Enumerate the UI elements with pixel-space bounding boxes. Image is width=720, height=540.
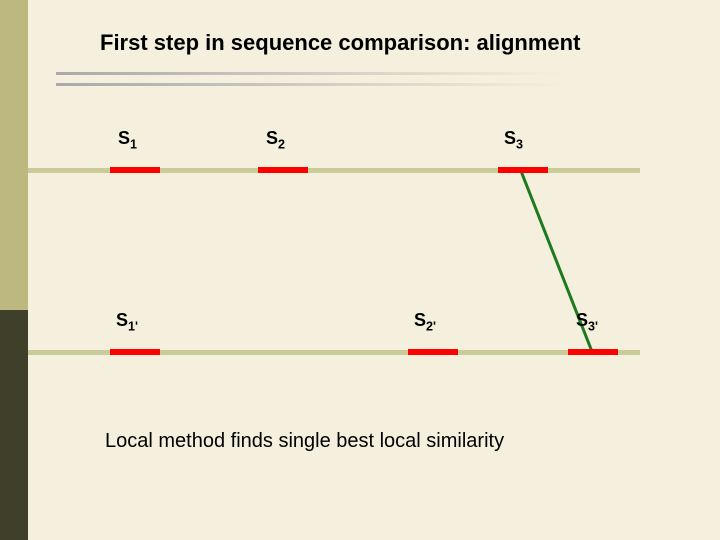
segment-s3 [498,167,548,173]
slide-title: First step in sequence comparison: align… [100,30,580,56]
left-accent-top [0,0,28,310]
left-accent-bottom [0,310,28,540]
segment-label-s1p: S1' [116,310,138,334]
segment-label-s3: S3 [504,128,523,152]
diagram-stage: First step in sequence comparison: align… [0,0,720,540]
slide-caption: Local method finds single best local sim… [105,430,504,453]
title-rule-bottom [56,83,564,86]
segment-label-s1: S1 [118,128,137,152]
segment-s2p [408,349,458,355]
segment-label-s3p: S3' [576,310,598,334]
segment-label-s2p: S2' [414,310,436,334]
title-rule-top [56,72,564,75]
segment-s2 [258,167,308,173]
segment-s3p [568,349,618,355]
segment-s1p [110,349,160,355]
segment-s1 [110,167,160,173]
segment-label-s2: S2 [266,128,285,152]
